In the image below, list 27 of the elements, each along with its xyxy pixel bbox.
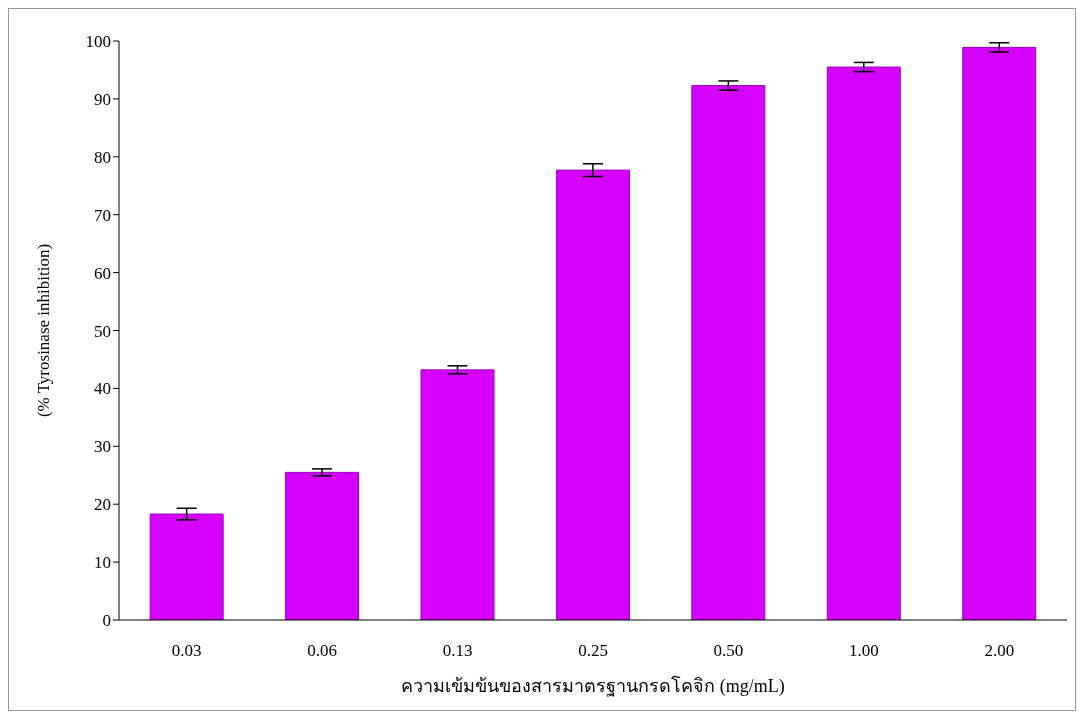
- bar: [285, 471, 360, 620]
- y-tick-label: 100: [85, 32, 111, 52]
- y-tick-label: 30: [94, 437, 111, 457]
- bar: [420, 369, 495, 620]
- y-tick-label: 50: [94, 321, 111, 341]
- x-tick-label: 2.00: [984, 641, 1015, 661]
- x-tick-label: 0.13: [442, 641, 473, 661]
- x-tick-label: 0.03: [171, 641, 202, 661]
- bar: [962, 46, 1037, 620]
- x-tick-label: 0.25: [578, 641, 608, 661]
- x-tick-label: 0.06: [307, 641, 338, 661]
- y-axis-title: (% Tyrosinase inhibition): [34, 243, 54, 418]
- y-tick-label: 70: [94, 205, 111, 225]
- x-tick-label: 0.50: [713, 641, 744, 661]
- y-tick-label: 0: [102, 611, 111, 631]
- y-tick-label: 40: [94, 379, 111, 399]
- y-tick-label: 80: [94, 147, 111, 167]
- x-axis-title: ความเข้มข้นของสารมาตรฐานกรดโคจิก (mg/mL): [401, 675, 785, 697]
- bar: [826, 66, 901, 620]
- y-tick-label: 20: [94, 495, 111, 515]
- bar: [691, 85, 766, 620]
- y-tick-label: 90: [94, 89, 111, 109]
- x-tick-label: 1.00: [848, 641, 879, 661]
- y-tick-label: 60: [94, 263, 111, 283]
- bar: [555, 169, 630, 620]
- y-tick-label: 10: [94, 553, 111, 573]
- bar: [149, 513, 224, 620]
